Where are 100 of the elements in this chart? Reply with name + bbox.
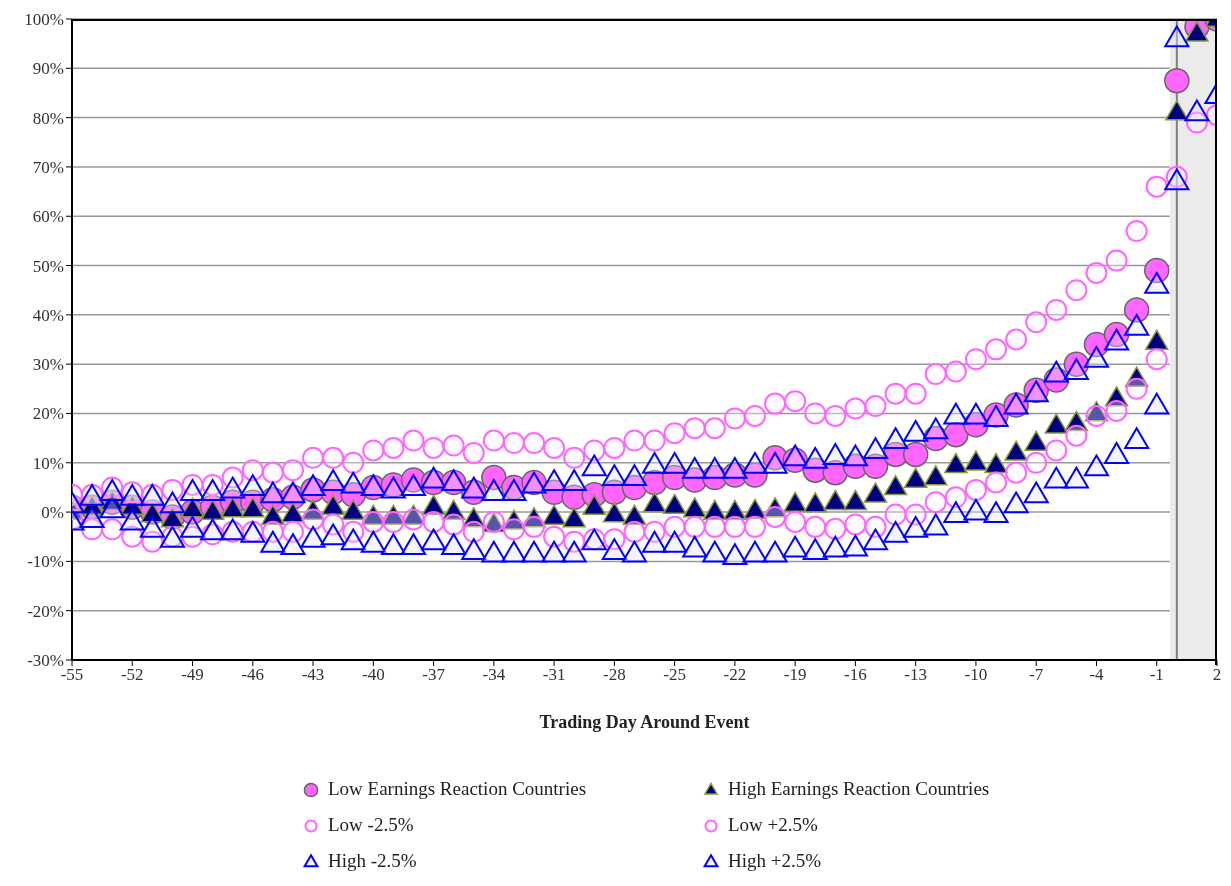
point bbox=[1044, 413, 1069, 434]
point bbox=[722, 543, 748, 565]
point bbox=[522, 507, 546, 528]
point bbox=[1143, 257, 1170, 284]
point bbox=[281, 502, 305, 523]
point bbox=[401, 504, 426, 525]
point bbox=[762, 540, 788, 563]
y-tick-label: 10% bbox=[32, 453, 64, 473]
y-tick-label: -10% bbox=[27, 552, 64, 572]
point bbox=[200, 479, 226, 501]
point bbox=[782, 535, 808, 558]
point bbox=[582, 494, 607, 516]
y-tick-label: -20% bbox=[27, 601, 64, 621]
point bbox=[902, 441, 929, 468]
point bbox=[1065, 424, 1088, 447]
point bbox=[903, 516, 929, 538]
x-axis-title: Trading Day Around Event bbox=[539, 712, 750, 732]
point bbox=[621, 540, 648, 563]
point bbox=[382, 510, 405, 533]
point bbox=[903, 467, 928, 488]
x-tick-label: 2 bbox=[1212, 665, 1222, 685]
point bbox=[862, 437, 889, 459]
point bbox=[842, 444, 868, 467]
point bbox=[803, 492, 828, 513]
point bbox=[1104, 442, 1130, 464]
point bbox=[964, 348, 987, 371]
point bbox=[762, 451, 788, 474]
point bbox=[119, 508, 145, 531]
x-tick-label: -13 bbox=[904, 665, 928, 685]
x-tick-label: -25 bbox=[663, 665, 686, 685]
point bbox=[461, 479, 487, 506]
point bbox=[260, 530, 286, 553]
point bbox=[180, 497, 205, 518]
point bbox=[621, 474, 648, 501]
point bbox=[523, 515, 546, 538]
point bbox=[1123, 297, 1150, 323]
point bbox=[944, 452, 968, 474]
point bbox=[502, 509, 526, 530]
point bbox=[441, 533, 467, 556]
x-tick-label: -46 bbox=[241, 665, 265, 685]
point bbox=[280, 481, 306, 504]
point bbox=[1043, 367, 1070, 393]
legend-label: Low -2.5% bbox=[328, 814, 414, 836]
point bbox=[642, 492, 667, 513]
y-tick-label: 80% bbox=[32, 108, 64, 128]
point bbox=[601, 538, 627, 561]
point bbox=[342, 451, 365, 474]
x-tick-label: -28 bbox=[603, 665, 626, 685]
point bbox=[360, 474, 386, 496]
point bbox=[502, 518, 525, 541]
y-tick-label: 70% bbox=[32, 157, 64, 177]
point bbox=[742, 462, 768, 488]
point bbox=[823, 489, 848, 511]
point bbox=[822, 535, 848, 558]
point bbox=[883, 474, 908, 496]
point bbox=[220, 476, 246, 499]
point bbox=[723, 499, 747, 521]
legend-label: High -2.5% bbox=[328, 850, 417, 872]
legend-label: Low Earnings Reaction Countries bbox=[328, 778, 587, 800]
point bbox=[462, 520, 485, 543]
point bbox=[802, 447, 828, 469]
point bbox=[362, 510, 385, 533]
point bbox=[1125, 377, 1148, 400]
x-tick-label: -52 bbox=[120, 665, 144, 685]
point bbox=[541, 479, 567, 506]
point bbox=[220, 497, 245, 518]
x-tick-label: -31 bbox=[542, 665, 566, 685]
point bbox=[280, 533, 306, 556]
point bbox=[743, 404, 766, 427]
point bbox=[340, 471, 366, 494]
point bbox=[340, 528, 366, 551]
x-tick-label: -1 bbox=[1149, 665, 1164, 685]
point bbox=[241, 497, 265, 518]
point bbox=[662, 530, 688, 553]
point bbox=[400, 467, 427, 493]
point bbox=[1085, 404, 1108, 427]
point bbox=[481, 464, 507, 491]
point bbox=[461, 507, 486, 528]
point bbox=[964, 450, 988, 471]
point bbox=[320, 469, 346, 492]
point bbox=[764, 506, 787, 529]
point bbox=[802, 538, 828, 561]
point bbox=[863, 482, 888, 503]
point bbox=[1084, 400, 1109, 422]
point bbox=[862, 528, 889, 551]
point bbox=[1105, 249, 1128, 272]
point bbox=[301, 499, 325, 521]
point bbox=[1043, 360, 1069, 383]
x-tick-label: -40 bbox=[361, 665, 385, 685]
x-tick-label: -4 bbox=[1089, 665, 1105, 685]
legend-label: Low +2.5% bbox=[728, 814, 818, 836]
point bbox=[1004, 440, 1028, 461]
point bbox=[561, 540, 587, 563]
point bbox=[743, 498, 767, 520]
point bbox=[822, 459, 849, 486]
y-tick-label: 60% bbox=[32, 207, 64, 227]
point bbox=[662, 451, 688, 474]
point bbox=[723, 407, 746, 430]
point bbox=[360, 530, 386, 553]
point bbox=[402, 508, 425, 531]
